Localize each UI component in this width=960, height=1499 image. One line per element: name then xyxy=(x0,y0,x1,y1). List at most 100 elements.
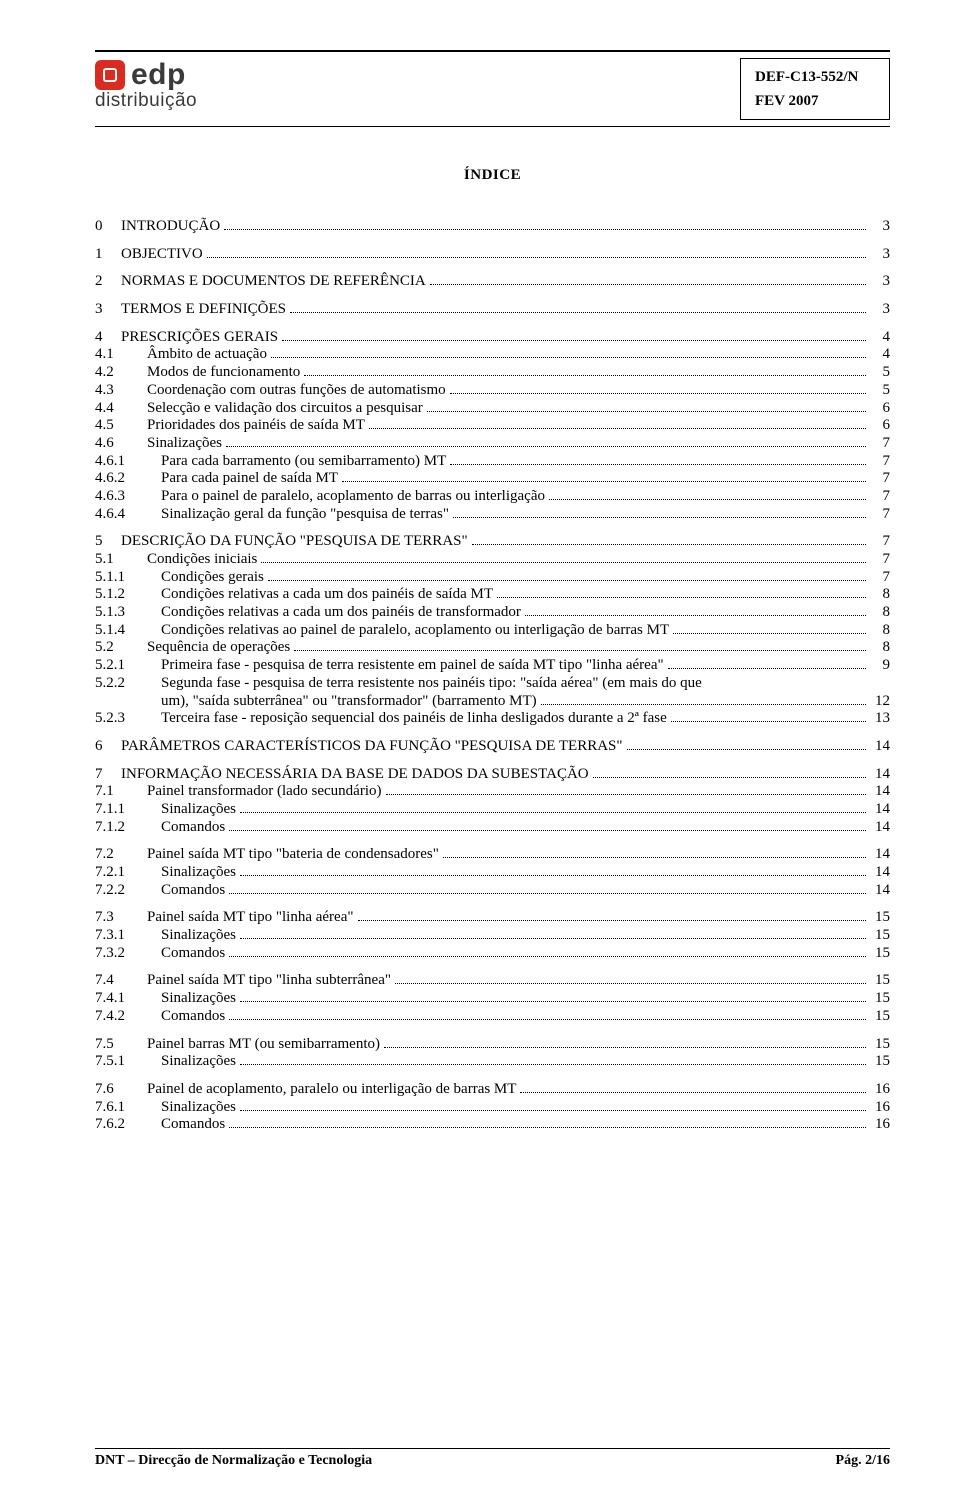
toc-group: 5DESCRIÇÃO DA FUNÇÃO "PESQUISA DE TERRAS… xyxy=(95,533,890,728)
toc-entry: 7.3.1Sinalizações15 xyxy=(95,927,890,945)
toc-page-number: 16 xyxy=(870,1099,890,1117)
toc-label: Primeira fase - pesquisa de terra resist… xyxy=(161,657,664,675)
toc-group: 0INTRODUÇÃO3 xyxy=(95,218,890,236)
toc-number: 7.3.1 xyxy=(95,927,161,945)
toc-entry: 7.1Painel transformador (lado secundário… xyxy=(95,783,890,801)
toc-leader-dots xyxy=(520,1092,866,1093)
toc-number: 7.4.2 xyxy=(95,1008,161,1026)
toc-page-number: 15 xyxy=(870,945,890,963)
toc-label: Painel transformador (lado secundário) xyxy=(147,783,382,801)
toc-label: Painel saída MT tipo "linha subterrânea" xyxy=(147,972,391,990)
toc-group: 7.2Painel saída MT tipo "bateria de cond… xyxy=(95,846,890,899)
toc-label: Âmbito de actuação xyxy=(147,346,267,364)
toc-entry: 3TERMOS E DEFINIÇÕES3 xyxy=(95,301,890,319)
toc-page-number: 7 xyxy=(870,435,890,453)
toc-leader-dots xyxy=(342,481,866,482)
toc-label: Sinalizações xyxy=(161,990,236,1008)
toc-leader-dots xyxy=(472,544,866,545)
toc-leader-dots xyxy=(240,938,866,939)
logo-block: edp distribuição xyxy=(95,58,197,112)
toc-number: 2 xyxy=(95,273,121,291)
toc-label: Condições gerais xyxy=(161,569,264,587)
toc-page-number: 15 xyxy=(870,927,890,945)
toc-page-number: 8 xyxy=(870,639,890,657)
toc-label: Modos de funcionamento xyxy=(147,364,300,382)
toc-page-number: 3 xyxy=(870,273,890,291)
toc-number: 4.6.2 xyxy=(95,470,161,488)
toc-leader-dots xyxy=(240,1064,866,1065)
toc-entry: 4.5Prioridades dos painéis de saída MT6 xyxy=(95,417,890,435)
toc-entry: 5.1.1Condições gerais 7 xyxy=(95,569,890,587)
toc-label: TERMOS E DEFINIÇÕES xyxy=(121,301,286,319)
toc-page-number: 4 xyxy=(870,346,890,364)
toc-number: 7.2 xyxy=(95,846,147,864)
toc-leader-dots xyxy=(240,812,866,813)
toc-leader-dots xyxy=(450,464,866,465)
toc-entry: 7.5.1Sinalizações15 xyxy=(95,1053,890,1071)
toc-page-number: 3 xyxy=(870,301,890,319)
toc-leader-dots xyxy=(271,357,866,358)
toc-number: 5.2 xyxy=(95,639,147,657)
toc-label: Coordenação com outras funções de automa… xyxy=(147,382,446,400)
toc-number: 5.1 xyxy=(95,551,147,569)
toc-page-number: 3 xyxy=(870,246,890,264)
toc-entry: 5.2Sequência de operações 8 xyxy=(95,639,890,657)
toc-title: ÍNDICE xyxy=(95,167,890,184)
toc-entry: 4.2Modos de funcionamento5 xyxy=(95,364,890,382)
toc-label: um), "saída subterrânea" ou "transformad… xyxy=(161,693,537,711)
toc-entry: 5.1.3Condições relativas a cada um dos p… xyxy=(95,604,890,622)
toc-label: Prioridades dos painéis de saída MT xyxy=(147,417,365,435)
toc-page-number: 7 xyxy=(870,506,890,524)
logo-subtitle: distribuição xyxy=(95,90,197,112)
toc-label: PRESCRIÇÕES GERAIS xyxy=(121,329,278,347)
toc-label: Sequência de operações xyxy=(147,639,290,657)
toc-label: OBJECTIVO xyxy=(121,246,203,264)
toc-group: 7.6Painel de acoplamento, paralelo ou in… xyxy=(95,1081,890,1134)
toc-page-number: 15 xyxy=(870,909,890,927)
toc-number: 4.6.3 xyxy=(95,488,161,506)
toc-leader-dots xyxy=(386,794,867,795)
toc-number: 7.4.1 xyxy=(95,990,161,1008)
toc-number: 5 xyxy=(95,533,121,551)
toc-entry: 7.2.1Sinalizações14 xyxy=(95,864,890,882)
toc-page-number: 7 xyxy=(870,551,890,569)
header-rule-bottom xyxy=(95,126,890,127)
toc-page-number: 9 xyxy=(870,657,890,675)
toc-entry: 4.4Selecção e validação dos circuitos a … xyxy=(95,400,890,418)
doc-code: DEF-C13-552/N xyxy=(755,65,875,89)
toc-page-number: 14 xyxy=(870,882,890,900)
toc-page-number: 15 xyxy=(870,1008,890,1026)
toc-page-number: 14 xyxy=(870,864,890,882)
toc-number: 7.1.1 xyxy=(95,801,161,819)
toc-leader-dots xyxy=(240,1001,866,1002)
toc-entry: 5DESCRIÇÃO DA FUNÇÃO "PESQUISA DE TERRAS… xyxy=(95,533,890,551)
toc-leader-dots xyxy=(229,1127,866,1128)
toc-entry: 4.6.4Sinalização geral da função "pesqui… xyxy=(95,506,890,524)
toc-label: Condições relativas a cada um dos painéi… xyxy=(161,586,493,604)
toc-page-number: 7 xyxy=(870,533,890,551)
toc-number: 5.1.1 xyxy=(95,569,161,587)
toc-leader-dots xyxy=(453,517,866,518)
toc-number: 5.1.4 xyxy=(95,622,161,640)
toc-label: Para o painel de paralelo, acoplamento d… xyxy=(161,488,545,506)
logo-top: edp xyxy=(95,58,197,92)
toc-page-number: 5 xyxy=(870,364,890,382)
toc-number: 7.4 xyxy=(95,972,147,990)
toc-page-number: 14 xyxy=(870,783,890,801)
toc-page-number: 7 xyxy=(870,470,890,488)
toc-label: Segunda fase - pesquisa de terra resiste… xyxy=(161,675,702,693)
toc-page-number: 14 xyxy=(870,738,890,756)
toc-page-number: 7 xyxy=(870,569,890,587)
toc-number: 4.3 xyxy=(95,382,147,400)
toc-entry: 4.6Sinalizações7 xyxy=(95,435,890,453)
doc-reference-box: DEF-C13-552/N FEV 2007 xyxy=(740,58,890,120)
toc-entry: 7.5Painel barras MT (ou semibarramento)1… xyxy=(95,1036,890,1054)
toc-leader-dots xyxy=(673,633,866,634)
toc-number: 6 xyxy=(95,738,121,756)
toc-entry: 7INFORMAÇÃO NECESSÁRIA DA BASE DE DADOS … xyxy=(95,766,890,784)
toc-entry-continued: um), "saída subterrânea" ou "transformad… xyxy=(95,693,890,711)
toc-number: 5.1.2 xyxy=(95,586,161,604)
toc-label: INFORMAÇÃO NECESSÁRIA DA BASE DE DADOS D… xyxy=(121,766,589,784)
toc-leader-dots xyxy=(668,668,866,669)
toc-label: Sinalizações xyxy=(161,1053,236,1071)
